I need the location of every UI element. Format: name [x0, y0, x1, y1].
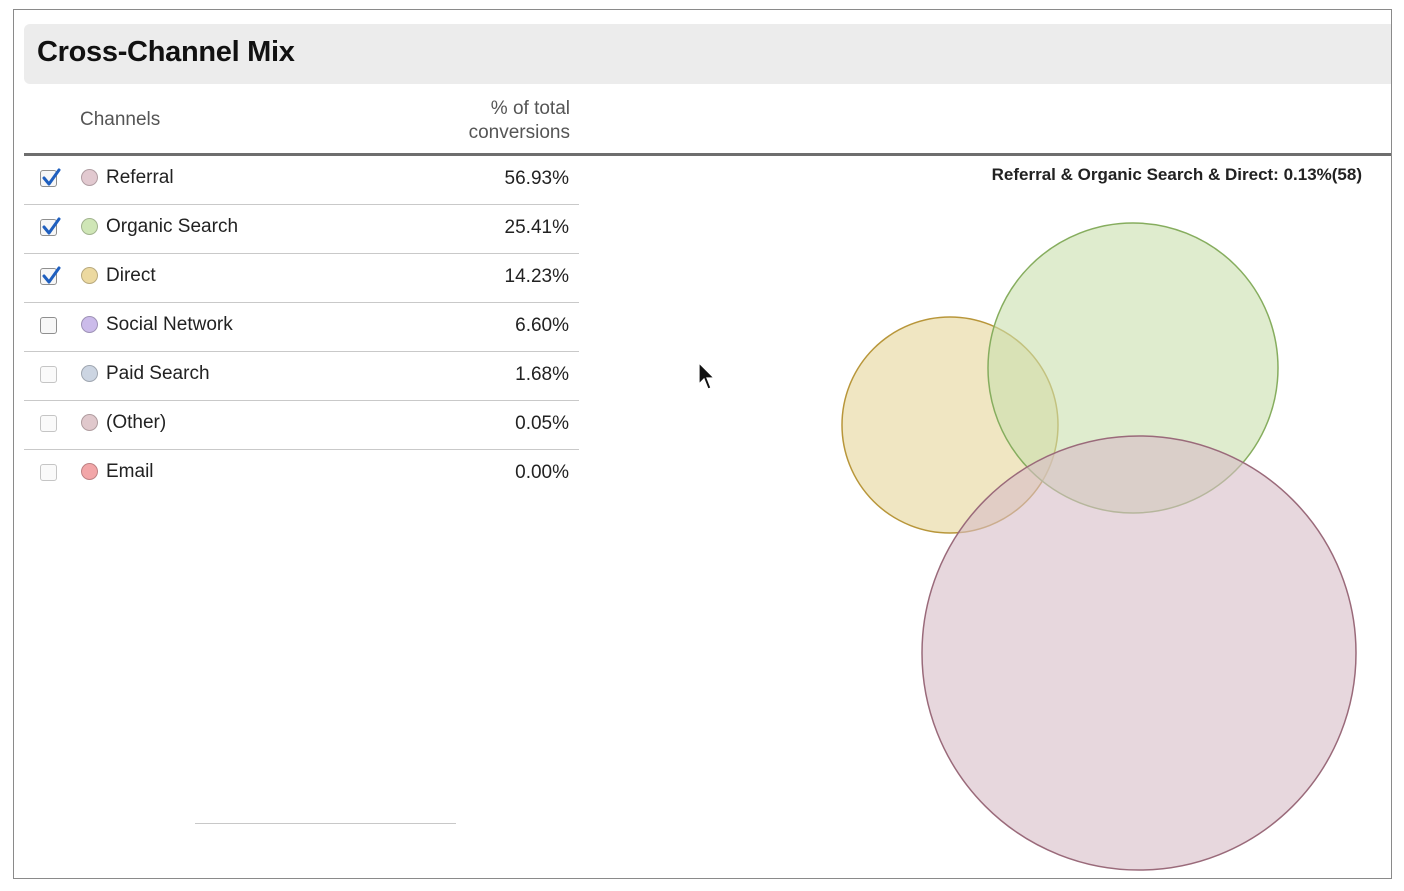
panel-title: Cross-Channel Mix [37, 36, 295, 68]
channel-color-dot [81, 169, 98, 186]
check-mark-icon [42, 168, 61, 186]
channel-color-dot [81, 463, 98, 480]
channel-percentage: 25.41% [504, 217, 569, 238]
header-divider [24, 153, 1391, 156]
table-row: Organic Search 25.41% [24, 205, 579, 254]
venn-hover-caption: Referral & Organic Search & Direct: 0.13… [991, 165, 1362, 184]
channel-label: Referral [106, 167, 174, 188]
check-mark-icon [42, 217, 61, 235]
channel-percentage: 0.00% [515, 462, 569, 483]
channel-color-dot [81, 218, 98, 235]
mouse-pointer-icon [698, 362, 716, 390]
channel-percentage: 56.93% [504, 168, 569, 189]
channel-checkbox-referral[interactable] [40, 168, 61, 187]
column-header-pct-conversions[interactable]: % of total conversions [468, 98, 570, 143]
channel-label: Email [106, 461, 154, 482]
column-header-channels[interactable]: Channels [80, 109, 161, 130]
channel-checkbox-email[interactable] [40, 464, 57, 481]
channel-table: Referral 56.93% Organic Search 25.41% Di… [24, 156, 579, 498]
table-row: Social Network 6.60% [24, 303, 579, 352]
check-mark-icon [42, 266, 61, 284]
channel-label: Organic Search [106, 216, 239, 237]
channel-color-dot [81, 267, 98, 284]
table-row: Direct 14.23% [24, 254, 579, 303]
channel-checkbox-social-network[interactable] [40, 317, 57, 334]
channel-checkbox-paid-search[interactable] [40, 366, 57, 383]
title-bar [24, 24, 1391, 84]
channel-percentage: 6.60% [515, 315, 569, 336]
footer-divider [195, 823, 456, 824]
channel-percentage: 1.68% [515, 364, 569, 385]
table-row: Email 0.00% [24, 450, 579, 498]
table-row: (Other) 0.05% [24, 401, 579, 450]
channel-percentage: 0.05% [515, 413, 569, 434]
table-row: Paid Search 1.68% [24, 352, 579, 401]
channel-color-dot [81, 365, 98, 382]
channel-percentage: 14.23% [504, 266, 569, 287]
channel-label: Direct [106, 265, 156, 286]
channel-checkbox-organic-search[interactable] [40, 217, 61, 236]
venn-circle-referral[interactable] [921, 435, 1357, 871]
table-row: Referral 56.93% [24, 156, 579, 205]
channel-label: Social Network [106, 314, 233, 335]
channel-color-dot [81, 414, 98, 431]
channel-color-dot [81, 316, 98, 333]
channel-label: (Other) [106, 412, 167, 433]
channel-checkbox-other[interactable] [40, 415, 57, 432]
channel-label: Paid Search [106, 363, 210, 384]
channel-checkbox-direct[interactable] [40, 266, 61, 285]
